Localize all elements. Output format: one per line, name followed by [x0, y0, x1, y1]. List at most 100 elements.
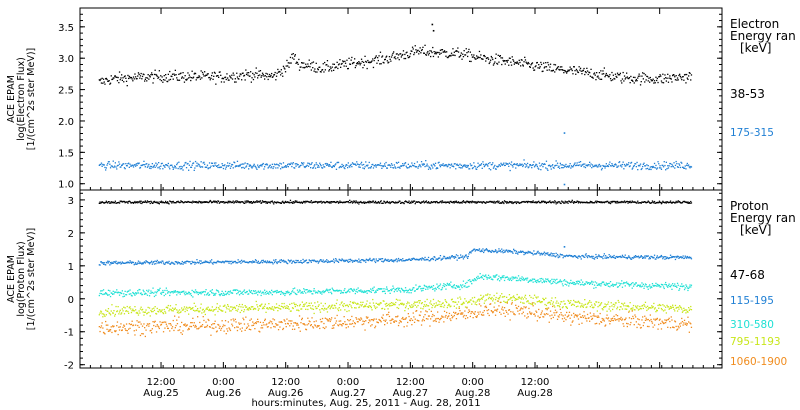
data-point	[593, 284, 596, 286]
data-point	[419, 258, 421, 260]
data-point	[114, 75, 116, 77]
data-point	[345, 164, 347, 166]
data-point	[363, 260, 365, 262]
data-point	[681, 76, 684, 78]
data-point	[232, 167, 234, 169]
data-point	[520, 65, 522, 67]
data-point	[178, 262, 181, 264]
data-point	[633, 82, 635, 84]
data-point	[229, 290, 232, 292]
data-point	[475, 58, 477, 60]
data-point	[347, 304, 349, 306]
data-point	[216, 165, 218, 167]
data-point	[683, 74, 686, 76]
data-point	[226, 73, 228, 75]
data-point	[451, 285, 453, 288]
data-point	[208, 167, 210, 169]
data-point	[331, 201, 333, 203]
data-point	[360, 163, 362, 165]
data-point	[332, 307, 334, 309]
data-point	[628, 165, 631, 168]
data-point	[150, 200, 152, 202]
data-point	[542, 253, 544, 255]
data-point	[539, 202, 541, 204]
data-point	[364, 259, 366, 262]
data-point	[556, 253, 559, 256]
data-point	[635, 256, 637, 258]
data-point	[522, 277, 524, 279]
data-point	[335, 307, 337, 309]
data-point	[194, 72, 197, 75]
data-point	[572, 166, 574, 168]
data-point	[202, 291, 204, 293]
data-point	[593, 165, 596, 167]
data-point	[252, 306, 254, 308]
data-point	[215, 289, 218, 291]
data-point	[208, 293, 211, 296]
data-point	[513, 276, 515, 278]
data-point	[261, 200, 264, 202]
data-point	[497, 278, 499, 280]
data-point	[421, 48, 423, 51]
data-point	[686, 257, 688, 259]
data-point	[190, 201, 193, 203]
data-point	[384, 58, 386, 60]
data-point	[450, 256, 452, 258]
data-point	[138, 162, 140, 164]
data-point	[437, 162, 439, 164]
data-point	[370, 201, 372, 203]
data-point	[110, 201, 112, 203]
data-point	[620, 164, 622, 166]
data-point	[602, 201, 604, 203]
data-point	[117, 306, 119, 308]
data-point	[533, 166, 536, 168]
data-point	[590, 282, 592, 284]
data-point	[683, 79, 685, 81]
data-point	[159, 261, 161, 263]
data-point	[195, 165, 197, 167]
data-point	[473, 54, 475, 56]
data-point	[379, 302, 382, 304]
data-point	[317, 166, 319, 168]
data-point	[431, 165, 433, 167]
data-point	[351, 56, 353, 59]
data-point	[655, 76, 657, 78]
data-point	[270, 200, 272, 203]
data-point	[308, 59, 310, 61]
data-point	[268, 303, 270, 305]
data-point	[105, 200, 107, 202]
data-point	[600, 283, 603, 285]
data-point	[136, 311, 138, 314]
data-point	[143, 261, 145, 264]
data-point	[613, 200, 615, 203]
data-point	[374, 260, 376, 262]
data-point	[276, 289, 278, 292]
data-point	[307, 200, 309, 203]
data-point	[626, 200, 628, 203]
data-point	[552, 69, 554, 71]
data-point	[146, 80, 148, 82]
data-point	[676, 201, 679, 203]
data-point	[442, 163, 444, 165]
data-point	[453, 166, 455, 168]
data-point	[629, 165, 631, 167]
data-point	[460, 254, 462, 256]
data-point	[270, 167, 272, 169]
data-point	[680, 77, 682, 79]
data-point	[627, 256, 629, 259]
data-point	[209, 167, 211, 169]
data-point	[568, 200, 571, 202]
data-point	[573, 283, 575, 285]
data-point	[583, 256, 585, 258]
data-point	[622, 283, 624, 285]
data-point	[317, 260, 319, 262]
data-point	[308, 259, 310, 261]
data-point	[356, 260, 358, 262]
data-point	[227, 200, 229, 202]
data-point	[231, 78, 234, 80]
data-point	[191, 289, 193, 292]
data-point	[387, 164, 389, 166]
data-point	[388, 303, 390, 306]
data-point	[464, 255, 466, 258]
data-point	[179, 293, 181, 295]
